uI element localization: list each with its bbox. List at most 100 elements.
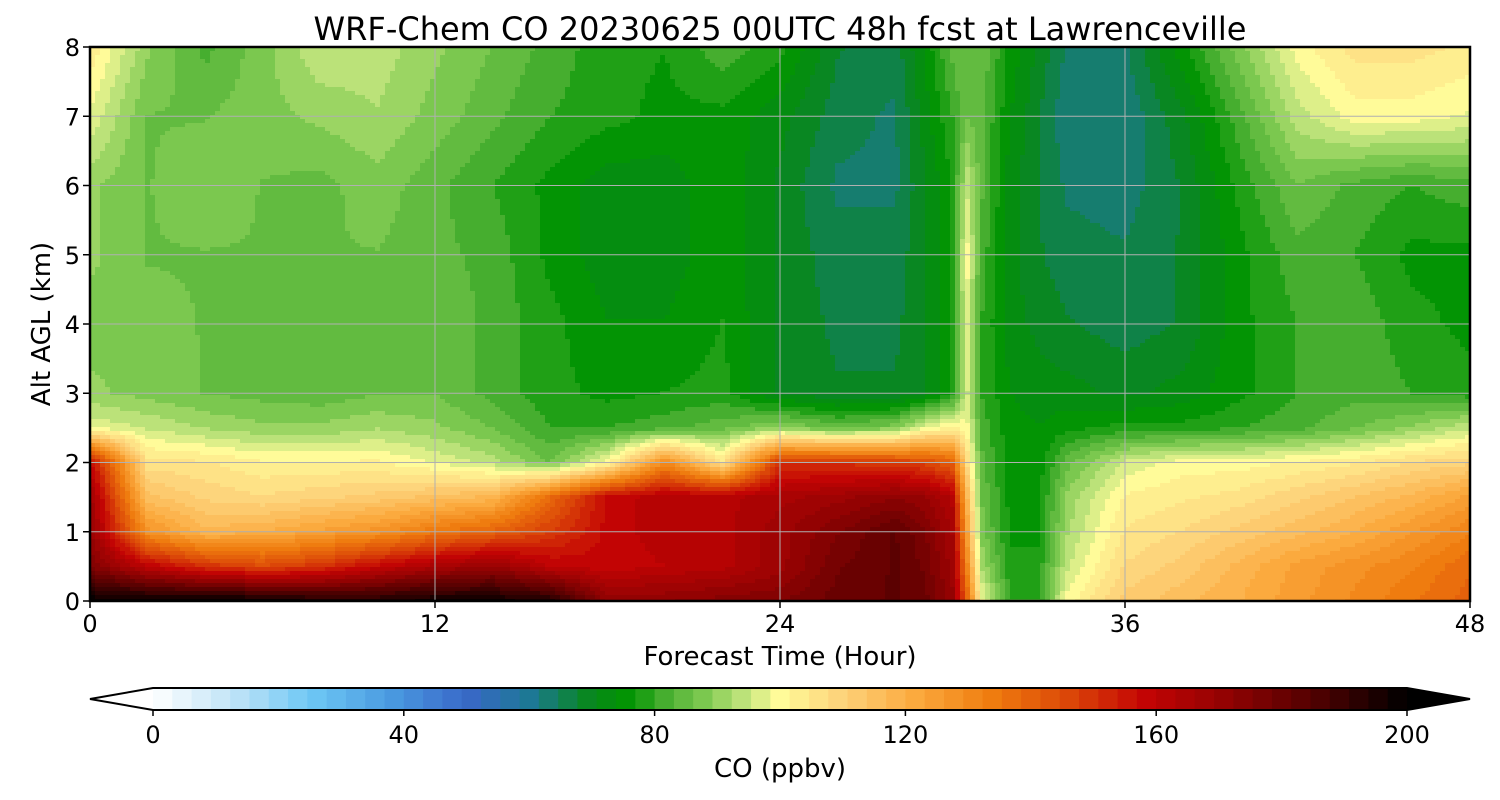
- heatmap-cell: [725, 103, 731, 108]
- heatmap-cell: [600, 99, 606, 104]
- heatmap-cell: [815, 51, 821, 56]
- heatmap-cell: [645, 71, 651, 76]
- heatmap-cell: [300, 83, 306, 88]
- heatmap-cell: [950, 111, 956, 116]
- heatmap-cell: [1035, 83, 1041, 88]
- heatmap-cell: [790, 71, 796, 76]
- heatmap-cell: [450, 55, 456, 60]
- heatmap-cell: [1195, 95, 1201, 100]
- heatmap-cell: [745, 87, 751, 92]
- heatmap-cell: [1350, 51, 1356, 56]
- heatmap-cell: [1135, 67, 1141, 72]
- heatmap-cell: [590, 59, 596, 64]
- heatmap-cell: [1305, 79, 1311, 84]
- heatmap-cell: [140, 119, 146, 124]
- heatmap-cell: [1390, 75, 1396, 80]
- heatmap-cell: [790, 79, 796, 84]
- heatmap-cell: [665, 111, 671, 116]
- heatmap-cell: [445, 95, 451, 100]
- heatmap-cell: [1060, 63, 1066, 68]
- heatmap-cell: [1220, 95, 1226, 100]
- heatmap-cell: [1160, 107, 1166, 112]
- heatmap-cell: [1085, 67, 1091, 72]
- heatmap-cell: [1130, 67, 1136, 72]
- heatmap-cell: [510, 103, 516, 108]
- heatmap-cell: [675, 87, 681, 92]
- heatmap-cell: [1235, 91, 1241, 96]
- heatmap-cell: [1460, 55, 1466, 60]
- heatmap-cell: [235, 51, 241, 56]
- heatmap-cell: [870, 95, 876, 100]
- heatmap-cell: [1010, 59, 1016, 64]
- heatmap-cell: [735, 91, 741, 96]
- heatmap-cell: [335, 103, 341, 108]
- heatmap-cell: [1440, 115, 1446, 120]
- heatmap-cell: [1410, 115, 1416, 120]
- heatmap-cell: [1435, 83, 1441, 88]
- heatmap-cell: [745, 51, 751, 56]
- heatmap-cell: [585, 79, 591, 84]
- heatmap-cell: [505, 95, 511, 100]
- heatmap-cell: [780, 75, 786, 80]
- heatmap-cell: [660, 111, 666, 116]
- heatmap-cell: [1015, 67, 1021, 72]
- heatmap-cell: [630, 83, 636, 88]
- heatmap-cell: [1235, 71, 1241, 76]
- heatmap-cell: [1055, 71, 1061, 76]
- heatmap-cell: [290, 115, 296, 120]
- heatmap-cell: [145, 103, 151, 108]
- heatmap-cell: [1450, 55, 1456, 60]
- heatmap-cell: [980, 83, 986, 88]
- heatmap-cell: [1010, 107, 1016, 112]
- heatmap-cell: [525, 103, 531, 108]
- heatmap-cell: [600, 55, 606, 60]
- heatmap-cell: [240, 71, 246, 76]
- heatmap-cell: [175, 107, 181, 112]
- heatmap-cell: [680, 91, 686, 96]
- heatmap-cell: [790, 111, 796, 116]
- heatmap-cell: [1220, 67, 1226, 72]
- heatmap-cell: [360, 99, 366, 104]
- heatmap-cell: [785, 79, 791, 84]
- heatmap-cell: [790, 83, 796, 88]
- heatmap-cell: [780, 63, 786, 68]
- heatmap-cell: [815, 107, 821, 112]
- heatmap-cell: [225, 51, 231, 56]
- heatmap-cell: [105, 75, 111, 80]
- heatmap-cell: [745, 71, 751, 76]
- heatmap-cell: [455, 55, 461, 60]
- heatmap-cell: [645, 55, 651, 60]
- heatmap-cell: [305, 79, 311, 84]
- heatmap-cell: [145, 107, 151, 112]
- heatmap-cell: [1320, 95, 1326, 100]
- heatmap-cell: [875, 51, 881, 56]
- heatmap-cell: [1140, 95, 1146, 100]
- heatmap-cell: [735, 51, 741, 56]
- heatmap-cell: [1460, 103, 1466, 108]
- heatmap-cell: [820, 99, 826, 104]
- heatmap-cell: [215, 83, 221, 88]
- heatmap-cell: [800, 111, 806, 116]
- heatmap-cell: [1280, 115, 1286, 120]
- heatmap-cell: [245, 87, 251, 92]
- heatmap-cell: [660, 107, 666, 112]
- heatmap-cell: [560, 91, 566, 96]
- heatmap-cell: [440, 51, 446, 56]
- heatmap-cell: [1335, 67, 1341, 72]
- heatmap-cell: [1065, 99, 1071, 104]
- heatmap-cell: [970, 111, 976, 116]
- heatmap-cell: [620, 115, 626, 120]
- heatmap-cell: [145, 83, 151, 88]
- heatmap-cell: [820, 87, 826, 92]
- heatmap-cell: [285, 107, 291, 112]
- heatmap-cell: [1055, 95, 1061, 100]
- heatmap-cell: [520, 95, 526, 100]
- heatmap-cell: [630, 111, 636, 116]
- heatmap-cell: [1350, 95, 1356, 100]
- heatmap-cell: [1195, 75, 1201, 80]
- heatmap-cell: [740, 95, 746, 100]
- heatmap-cell: [830, 63, 836, 68]
- heatmap-cell: [1140, 55, 1146, 60]
- heatmap-cell: [460, 71, 466, 76]
- heatmap-cell: [1165, 59, 1171, 64]
